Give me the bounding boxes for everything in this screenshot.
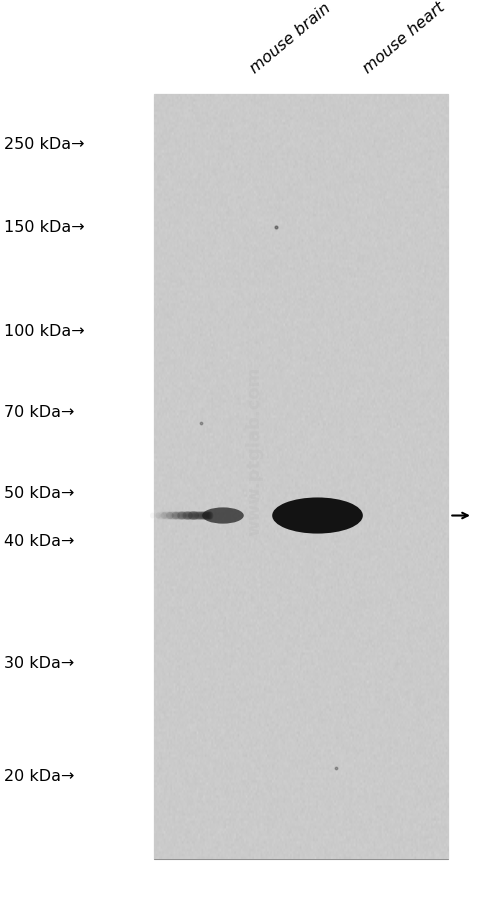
Ellipse shape [171, 512, 177, 520]
Ellipse shape [161, 512, 168, 520]
Ellipse shape [189, 512, 195, 520]
Ellipse shape [175, 512, 181, 520]
Ellipse shape [179, 512, 185, 520]
Ellipse shape [184, 512, 190, 520]
Ellipse shape [199, 512, 205, 520]
Ellipse shape [202, 508, 244, 524]
Ellipse shape [182, 512, 188, 520]
Ellipse shape [172, 512, 180, 520]
Ellipse shape [193, 512, 198, 520]
Ellipse shape [176, 512, 182, 520]
Ellipse shape [178, 512, 184, 520]
Text: mouse brain: mouse brain [247, 1, 334, 77]
Ellipse shape [195, 512, 200, 520]
Ellipse shape [200, 512, 206, 520]
Ellipse shape [207, 512, 213, 520]
Ellipse shape [166, 512, 174, 520]
Ellipse shape [205, 512, 211, 520]
Ellipse shape [272, 498, 363, 534]
Bar [154, 95, 448, 859]
Text: mouse heart: mouse heart [360, 0, 447, 77]
Ellipse shape [206, 512, 212, 520]
Ellipse shape [192, 512, 198, 520]
Ellipse shape [177, 512, 183, 520]
Ellipse shape [197, 512, 203, 520]
Text: 100 kDa→: 100 kDa→ [4, 324, 85, 338]
Text: 20 kDa→: 20 kDa→ [4, 769, 74, 783]
Ellipse shape [181, 512, 187, 520]
Ellipse shape [200, 512, 206, 520]
Ellipse shape [188, 512, 194, 520]
Ellipse shape [185, 512, 191, 520]
Ellipse shape [186, 512, 192, 520]
Ellipse shape [202, 512, 208, 520]
Ellipse shape [181, 512, 187, 520]
Text: 250 kDa→: 250 kDa→ [4, 137, 84, 152]
Text: www.ptglab.com: www.ptglab.com [246, 366, 264, 536]
Text: 70 kDa→: 70 kDa→ [4, 405, 74, 419]
Ellipse shape [172, 512, 178, 520]
Text: 30 kDa→: 30 kDa→ [4, 656, 74, 670]
Ellipse shape [173, 512, 179, 520]
Ellipse shape [187, 512, 193, 520]
Text: 40 kDa→: 40 kDa→ [4, 534, 74, 548]
Text: 50 kDa→: 50 kDa→ [4, 486, 74, 501]
Ellipse shape [173, 512, 179, 520]
Ellipse shape [196, 512, 202, 520]
Ellipse shape [183, 511, 193, 520]
Ellipse shape [191, 512, 197, 520]
Ellipse shape [194, 512, 199, 520]
Ellipse shape [204, 512, 210, 520]
Ellipse shape [177, 512, 186, 520]
Ellipse shape [170, 512, 176, 520]
Ellipse shape [207, 512, 213, 520]
Ellipse shape [174, 512, 180, 520]
Ellipse shape [183, 512, 189, 520]
Ellipse shape [198, 512, 204, 520]
Ellipse shape [196, 512, 201, 520]
Ellipse shape [188, 511, 199, 520]
Ellipse shape [203, 512, 209, 520]
Ellipse shape [189, 512, 195, 520]
Ellipse shape [180, 512, 186, 520]
Ellipse shape [201, 512, 207, 520]
Ellipse shape [190, 512, 196, 520]
Ellipse shape [155, 512, 161, 520]
Text: 150 kDa→: 150 kDa→ [4, 220, 85, 235]
